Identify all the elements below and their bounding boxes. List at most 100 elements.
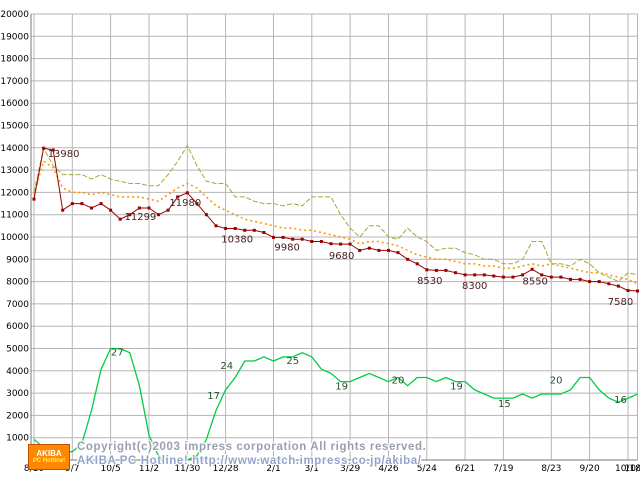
series-marker-lowest-price [80, 202, 84, 206]
y-axis-tick-label: 5000 [6, 345, 29, 355]
y-axis-tick-label: 9000 [6, 255, 29, 265]
data-point-label: 27 [111, 348, 124, 359]
y-axis-tick-label: 20000 [0, 10, 29, 20]
x-axis-tick-label: 10/18 [615, 464, 640, 474]
series-marker-lowest-price [224, 227, 228, 230]
x-axis-tick-label: 2/1 [266, 464, 280, 474]
x-axis-tick-label: 7/19 [493, 464, 513, 474]
y-axis-tick-label: 2000 [6, 411, 29, 421]
x-axis-tick-label: 6/21 [455, 464, 475, 474]
y-axis-tick-label: 13000 [0, 166, 29, 176]
series-marker-lowest-price [636, 289, 639, 293]
series-marker-lowest-price [61, 208, 65, 212]
y-axis-tick-label: 14000 [0, 144, 29, 154]
data-point-label: 7580 [608, 297, 633, 308]
series-marker-lowest-price [291, 237, 295, 241]
y-axis-tick-label: 1000 [6, 434, 29, 444]
data-point-label: 25 [286, 356, 299, 367]
series-line-shop-count [33, 347, 638, 461]
series-marker-lowest-price [90, 206, 93, 210]
logo-text-bottom: PC Hotline! [32, 458, 66, 464]
series-marker-lowest-price [243, 228, 247, 232]
data-point-label: 9680 [329, 251, 354, 262]
series-marker-lowest-price [377, 248, 381, 252]
series-marker-lowest-price [511, 275, 515, 279]
akiba-logo: AKIBA PC Hotline! [28, 444, 70, 470]
y-axis-tick-label: 12000 [0, 188, 29, 198]
data-point-label: 11980 [169, 198, 201, 209]
y-axis-tick-label: 10000 [0, 233, 29, 243]
y-axis-tick-label: 18000 [0, 55, 29, 65]
series-marker-lowest-price [233, 227, 237, 230]
series-marker-lowest-price [396, 251, 400, 255]
series-marker-lowest-price [281, 235, 285, 239]
x-axis-tick-label: 3/29 [340, 464, 360, 474]
series-marker-lowest-price [310, 240, 314, 243]
series-marker-lowest-price [597, 280, 601, 284]
y-axis-tick-label: 19000 [0, 32, 29, 42]
series-marker-lowest-price [185, 191, 189, 195]
series-marker-lowest-price [319, 240, 323, 243]
data-point-label: 16 [614, 395, 627, 406]
series-marker-lowest-price [32, 197, 36, 201]
data-point-label: 10380 [221, 235, 253, 246]
y-axis-tick-label: 6000 [6, 322, 29, 332]
data-point-label: 8550 [522, 276, 547, 287]
series-marker-lowest-price [118, 217, 122, 221]
series-marker-lowest-price [262, 231, 266, 234]
series-marker-lowest-price [569, 277, 572, 281]
x-axis-tick-label: 11/2 [139, 464, 159, 474]
data-point-label: 19 [335, 382, 348, 393]
series-marker-lowest-price [425, 268, 429, 272]
series-marker-lowest-price [454, 271, 457, 275]
x-axis-tick-label: 5/24 [417, 464, 437, 474]
series-line-highest-price [33, 144, 638, 283]
series-marker-lowest-price [406, 257, 410, 261]
series-marker-lowest-price [607, 282, 611, 286]
series-marker-lowest-price [128, 213, 132, 217]
x-axis-tick-label: 10/5 [100, 464, 120, 474]
series-marker-lowest-price [626, 289, 630, 292]
data-point-label: 20 [392, 376, 405, 387]
y-axis-tick-label: 7000 [6, 300, 29, 310]
series-marker-lowest-price [204, 213, 208, 217]
credit-url-text: AKIBA PC Hotline! http://www.watch.impre… [77, 455, 422, 467]
series-marker-lowest-price [463, 273, 467, 277]
series-marker-lowest-price [147, 206, 151, 210]
series-marker-lowest-price [348, 242, 352, 246]
series-marker-lowest-price [588, 280, 592, 284]
x-axis-tick-label: 9/20 [579, 464, 599, 474]
x-axis-tick-label: 9/7 [65, 464, 79, 474]
series-marker-lowest-price [214, 224, 218, 228]
series-marker-lowest-price [166, 208, 170, 212]
data-point-label: 9980 [274, 242, 299, 253]
series-marker-lowest-price [358, 248, 362, 252]
series-marker-lowest-price [530, 267, 534, 271]
data-point-label: 19 [450, 382, 463, 393]
series-marker-lowest-price [42, 146, 46, 150]
y-axis-tick-label: 16000 [0, 99, 29, 109]
series-marker-lowest-price [473, 273, 477, 277]
copyright-text: Copyright(c)2003 impress corporation All… [77, 441, 427, 453]
series-marker-lowest-price [339, 242, 343, 246]
series-marker-lowest-price [329, 242, 333, 246]
y-axis-tick-label: 11000 [0, 211, 29, 221]
x-axis-tick-label: 11/30 [174, 464, 200, 474]
series-marker-lowest-price [176, 195, 180, 199]
y-axis-tick-label: 4000 [6, 367, 29, 377]
y-axis-tick-label: 3000 [6, 389, 29, 399]
series-marker-lowest-price [70, 202, 74, 206]
series-marker-lowest-price [444, 268, 448, 272]
x-axis-tick-label: 8/23 [541, 464, 561, 474]
series-marker-lowest-price [300, 237, 304, 241]
series-marker-lowest-price [109, 208, 113, 212]
data-point-label: 20 [550, 376, 563, 387]
data-point-label: 24 [220, 361, 233, 372]
series-marker-lowest-price [616, 284, 620, 288]
series-marker-lowest-price [492, 274, 496, 278]
x-axis-tick-label: 12/28 [213, 464, 239, 474]
data-point-label: 13980 [48, 149, 80, 160]
series-marker-lowest-price [137, 206, 141, 210]
y-axis-tick-label: 17000 [0, 77, 29, 87]
